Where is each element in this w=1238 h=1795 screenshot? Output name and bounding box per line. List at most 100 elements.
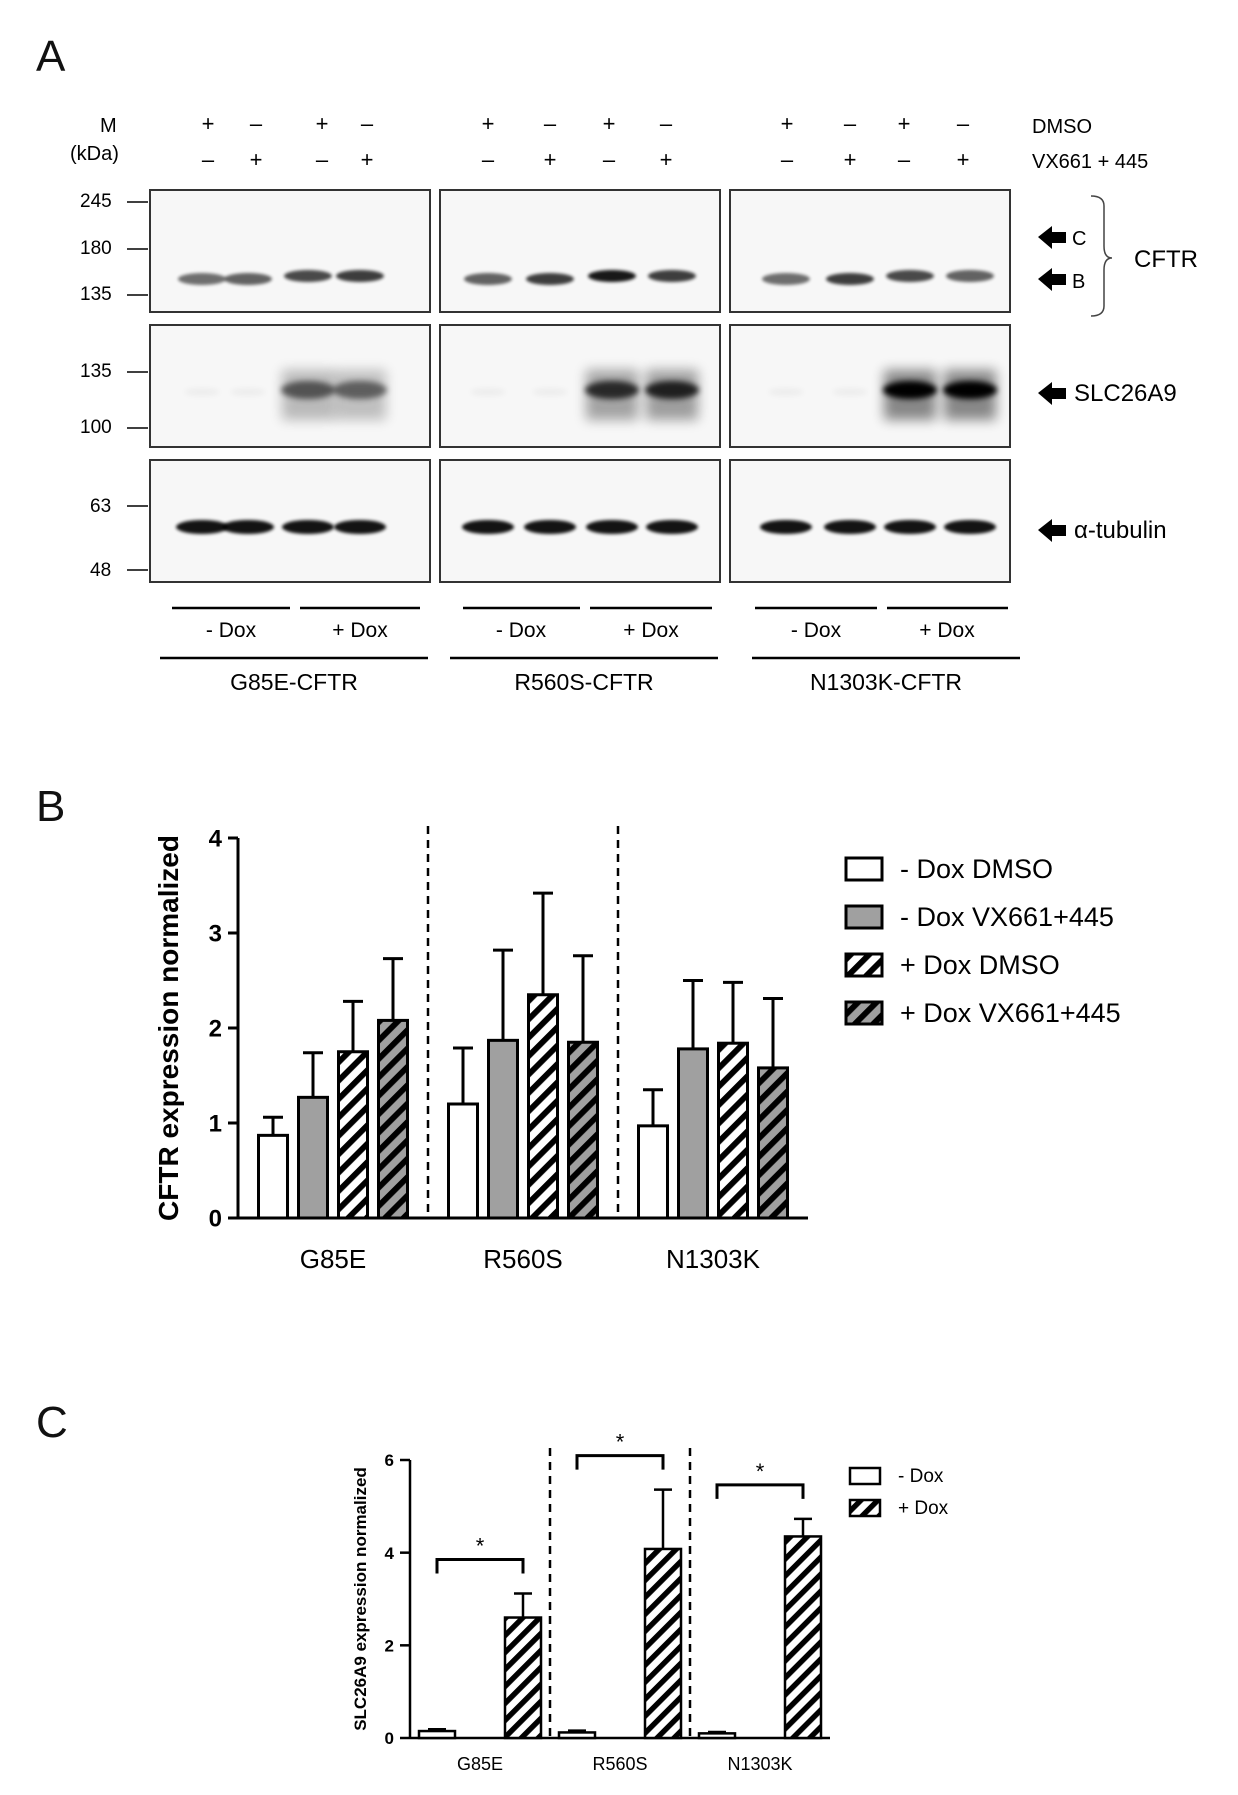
y-tick-label: 4 <box>385 1544 395 1563</box>
arrow-slc-icon <box>1038 382 1066 405</box>
panel-label-a: A <box>36 32 66 81</box>
cftr-band <box>224 273 272 285</box>
cftr-band <box>946 270 994 282</box>
legend-label-3: + Dox DMSO <box>900 950 1060 980</box>
legend-label-1: - Dox DMSO <box>900 854 1053 884</box>
slc-band <box>943 381 997 399</box>
dmso-sign-12: – <box>957 111 970 136</box>
dmso-sign-1: + <box>202 111 215 136</box>
y-axis-label: CFTR expression normalized <box>153 835 184 1221</box>
legend-label-2: - Dox VX661+445 <box>900 902 1114 932</box>
tubulin-band <box>176 520 228 534</box>
bands <box>176 270 997 534</box>
y-tick-label: 3 <box>209 921 222 948</box>
cftr-bracket <box>1090 195 1113 317</box>
cftr-band <box>464 273 512 285</box>
tubulin-band <box>334 520 386 534</box>
y-tick-label: 2 <box>209 1016 222 1043</box>
bar-g85e-1 <box>417 1729 457 1740</box>
slc-band-faint <box>184 388 220 396</box>
tubulin-band <box>222 520 274 534</box>
cftr-band <box>336 270 384 282</box>
dmso-sign-11: + <box>898 111 911 136</box>
y-tick-label: 0 <box>209 1206 222 1233</box>
bar-n1303k-4 <box>757 1066 789 1220</box>
tubulin-band <box>282 520 334 534</box>
slc-band-faint <box>230 388 266 396</box>
arrow-tubulin-icon <box>1038 519 1066 542</box>
dmso-sign-9: + <box>781 111 794 136</box>
bar-r560s-2 <box>487 1038 519 1220</box>
legend-swatch-2 <box>848 1498 882 1518</box>
gel-panels <box>149 189 1011 583</box>
y-axis-label: SLC26A9 expression normalized <box>351 1467 370 1731</box>
tubulin-label: α-tubulin <box>1074 517 1167 544</box>
tubulin-band <box>760 520 812 534</box>
y-tick-label: 0 <box>385 1729 394 1748</box>
cftr-band <box>886 270 934 282</box>
cftr-band <box>588 270 636 282</box>
dmso-sign-10: – <box>844 111 857 136</box>
tubulin-band <box>944 520 996 534</box>
slc-marker-100: 100 <box>80 417 112 438</box>
dox-label-5: - Dox <box>791 619 842 642</box>
tubulin-band <box>462 520 514 534</box>
kda-label: (kDa) <box>70 143 119 165</box>
slc-band-faint <box>832 388 868 396</box>
slc-band <box>585 381 639 399</box>
dmso-sign-8: – <box>660 111 673 136</box>
bar-g85e-3 <box>337 1050 369 1220</box>
bar-g85e-2 <box>503 1616 543 1740</box>
bar-g85e-1 <box>257 1133 289 1220</box>
marker-label: M <box>100 115 117 137</box>
vx-sign-5: – <box>482 147 495 172</box>
category-label: R560S <box>592 1754 647 1774</box>
legend-swatch-4 <box>844 1000 884 1026</box>
dmso-sign-6: – <box>544 111 557 136</box>
gel-box-r1-c3 <box>729 189 1011 313</box>
dmso-sign-7: + <box>603 111 616 136</box>
vx-sign-6: + <box>544 147 557 172</box>
bar-n1303k-2 <box>783 1535 823 1740</box>
y-tick-label: 2 <box>385 1636 394 1655</box>
cftr-band <box>826 273 874 285</box>
tubulin-band <box>646 520 698 534</box>
legend-swatch-3 <box>844 952 884 978</box>
legend-label-4: + Dox VX661+445 <box>900 998 1121 1028</box>
line-label-r560s: R560S-CFTR <box>514 669 653 695</box>
bar-r560s-2 <box>643 1547 683 1740</box>
cftr-label: CFTR <box>1134 246 1198 273</box>
slc-band <box>281 381 335 399</box>
dmso-sign-4: – <box>361 111 374 136</box>
dmso-sign-3: + <box>316 111 329 136</box>
significance-star: * <box>616 1430 625 1455</box>
tub-marker-48: 48 <box>90 560 111 581</box>
line-label-g85e: G85E-CFTR <box>230 669 358 695</box>
significance-star: * <box>476 1533 485 1558</box>
category-label: N1303K <box>666 1244 761 1274</box>
slc-band-faint <box>470 388 506 396</box>
tubulin-band <box>524 520 576 534</box>
vx-sign-8: + <box>660 147 673 172</box>
bar-r560s-3 <box>527 993 559 1220</box>
dox-label-1: - Dox <box>206 619 257 642</box>
vx-sign-10: + <box>844 147 857 172</box>
cftr-band <box>178 273 226 285</box>
significance-bracket <box>435 1557 525 1574</box>
dmso-sign-row: + – + – + – + – + – + – <box>202 111 970 136</box>
arrow-c-label: C <box>1072 228 1086 250</box>
y-tick-label: 4 <box>209 826 223 853</box>
vx-sign-12: + <box>957 147 970 172</box>
vx-sign-1: – <box>202 147 215 172</box>
bar-n1303k-3 <box>717 1041 749 1220</box>
dox-label-6: + Dox <box>919 619 975 642</box>
bar-n1303k-2 <box>677 1047 709 1220</box>
cftr-band <box>284 270 332 282</box>
cftr-marker-180: 180 <box>80 238 112 259</box>
arrow-b-icon <box>1038 268 1066 291</box>
significance-bracket <box>575 1454 665 1470</box>
slc-band <box>333 381 387 399</box>
line-label-n1303k: N1303K-CFTR <box>810 669 962 695</box>
vx-sign-2: + <box>250 147 263 172</box>
cftr-expression-chart: 0 1 2 3 4 CFTR expression normalized G85E R560S… <box>153 826 1121 1274</box>
